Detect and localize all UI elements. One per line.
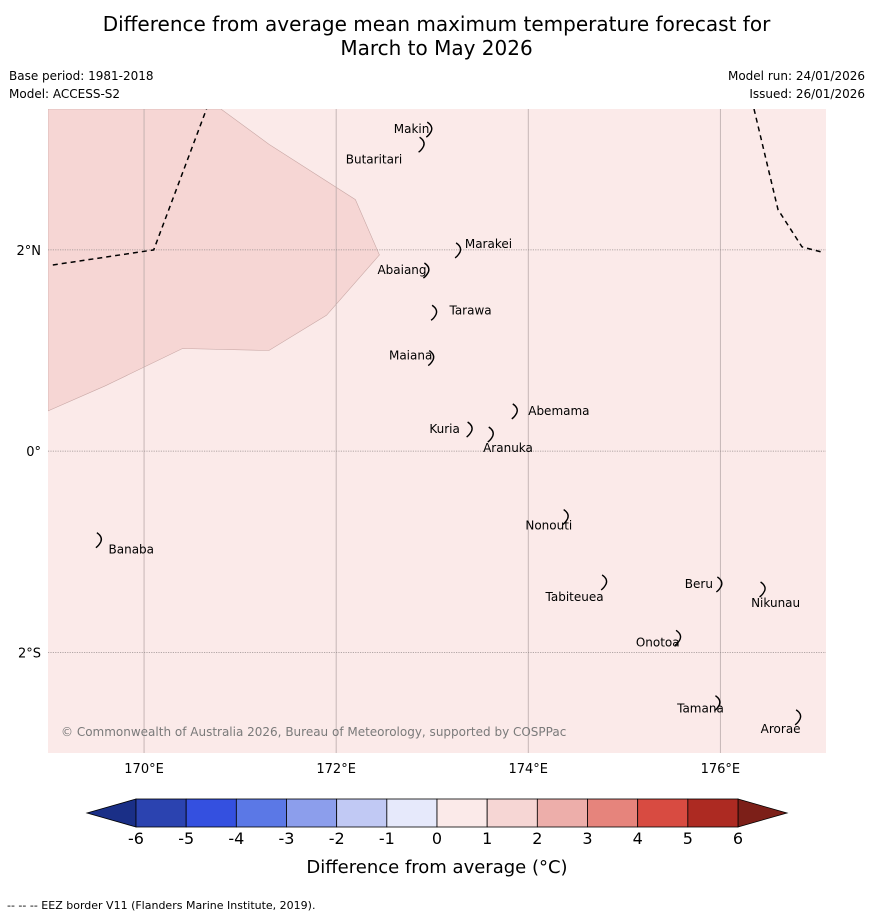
- island-label: Arorae: [761, 722, 801, 736]
- base-period: Base period: 1981-2018: [9, 69, 154, 83]
- longitude-tick-label: 172°E: [316, 762, 356, 777]
- island-makin-outline: [425, 121, 433, 138]
- eez-border-line: [52, 109, 208, 266]
- colorbar-extend-above: [737, 798, 789, 828]
- colorbar-tick-label: 3: [582, 829, 592, 848]
- island-maiana-outline: [427, 349, 435, 367]
- island-label: Marakei: [465, 237, 512, 251]
- latitude-tick-label: 2°S: [18, 646, 41, 661]
- colorbar: -6 -5 -4 -3 -2 -1 0 1 2 3 4 5 6: [85, 798, 789, 848]
- latitude-tick-label: 2°N: [17, 244, 42, 259]
- island-label: Banaba: [109, 543, 155, 557]
- colorbar-segment: [386, 798, 438, 828]
- island-label: Tabiteuea: [545, 590, 604, 604]
- island-label: Onotoa: [636, 635, 680, 649]
- colorbar-tick-label: -5: [178, 829, 194, 848]
- colorbar-segment: [587, 798, 639, 828]
- island-nikunau-outline: [759, 581, 766, 598]
- colorbar-tick-label: -6: [128, 829, 144, 848]
- figure-title: Difference from average mean maximum tem…: [0, 12, 873, 60]
- island-butaritari-outline: [418, 136, 425, 153]
- colorbar-tick-label: -3: [279, 829, 295, 848]
- colorbar-tick-label: 4: [633, 829, 643, 848]
- colorbar-tick-label: 1: [482, 829, 492, 848]
- colorbar-segment: [436, 798, 488, 828]
- meta-left: Base period: 1981-2018 Model: ACCESS-S2: [9, 67, 154, 103]
- colorbar-tick-label: -1: [379, 829, 395, 848]
- longitude-tick-label: 174°E: [508, 762, 548, 777]
- island-label: Tarawa: [448, 303, 491, 317]
- colorbar-extend-below: [85, 798, 137, 828]
- eez-border-line: [753, 109, 822, 253]
- meta-right: Model run: 24/01/2026 Issued: 26/01/2026: [728, 67, 865, 103]
- colorbar-segment: [135, 798, 187, 828]
- island-label: Aranuka: [483, 441, 533, 455]
- colorbar-segment: [286, 798, 338, 828]
- island-label: Nonouti: [525, 519, 572, 533]
- island-label: Maiana: [389, 349, 432, 363]
- colorbar-segment: [687, 798, 739, 828]
- island-label: Beru: [685, 577, 713, 591]
- island-aranuka-outline: [487, 426, 494, 443]
- island-nonouti-outline: [562, 508, 569, 526]
- island-label: Abaiang: [377, 263, 426, 277]
- island-abemama-outline: [511, 403, 518, 420]
- anomaly-region-1-to-2: [48, 109, 380, 412]
- island-arorae-outline: [794, 709, 802, 726]
- eez-footnote: -- -- -- EEZ border V11 (Flanders Marine…: [7, 899, 316, 912]
- model-name: Model: ACCESS-S2: [9, 87, 121, 101]
- colorbar-segment: [336, 798, 388, 828]
- colorbar-segment: [486, 798, 538, 828]
- longitude-tick-label: 170°E: [124, 762, 164, 777]
- colorbar-tick-label: 2: [532, 829, 542, 848]
- colorbar-tick-label: -2: [329, 829, 345, 848]
- colorbar-title: Difference from average (°C): [306, 857, 567, 878]
- title-line-2: March to May 2026: [340, 36, 533, 60]
- island-onotoa-outline: [674, 629, 682, 646]
- colorbar-segment: [536, 798, 588, 828]
- island-label: Tamana: [676, 702, 724, 716]
- colorbar-segment: [235, 798, 287, 828]
- island-label: Abemama: [528, 404, 589, 418]
- island-banaba-outline: [95, 532, 103, 549]
- island-tabiteuea-outline: [600, 574, 608, 591]
- island-label: Kuria: [429, 422, 460, 436]
- copyright-text: © Commonwealth of Australia 2026, Bureau…: [61, 725, 566, 739]
- colorbar-segment: [637, 798, 689, 828]
- island-label: Nikunau: [751, 596, 800, 610]
- island-beru-outline: [715, 576, 723, 593]
- island-abaiang-outline: [422, 262, 430, 279]
- model-run: Model run: 24/01/2026: [727, 69, 865, 83]
- latitude-tick-label: 0°: [26, 445, 41, 460]
- longitude-tick-label: 176°E: [701, 762, 741, 777]
- island-marakei-outline: [454, 242, 462, 259]
- island-label: Makin: [394, 122, 430, 136]
- title-line-1: Difference from average mean maximum tem…: [102, 12, 771, 36]
- issued-date: Issued: 26/01/2026: [749, 87, 865, 101]
- island-label: Butaritari: [346, 152, 403, 166]
- island-tamana-outline: [714, 695, 721, 712]
- colorbar-tick-label: 6: [733, 829, 743, 848]
- colorbar-tick-label: 0: [432, 829, 442, 848]
- colorbar-tick-label: -4: [228, 829, 244, 848]
- colorbar-segment: [185, 798, 237, 828]
- island-kuria-outline: [466, 421, 473, 438]
- colorbar-tick-label: 5: [683, 829, 693, 848]
- island-tarawa-outline: [430, 304, 438, 321]
- forecast-map: Makin Butaritari Marakei Abaiang Tarawa Maian…: [17, 109, 826, 878]
